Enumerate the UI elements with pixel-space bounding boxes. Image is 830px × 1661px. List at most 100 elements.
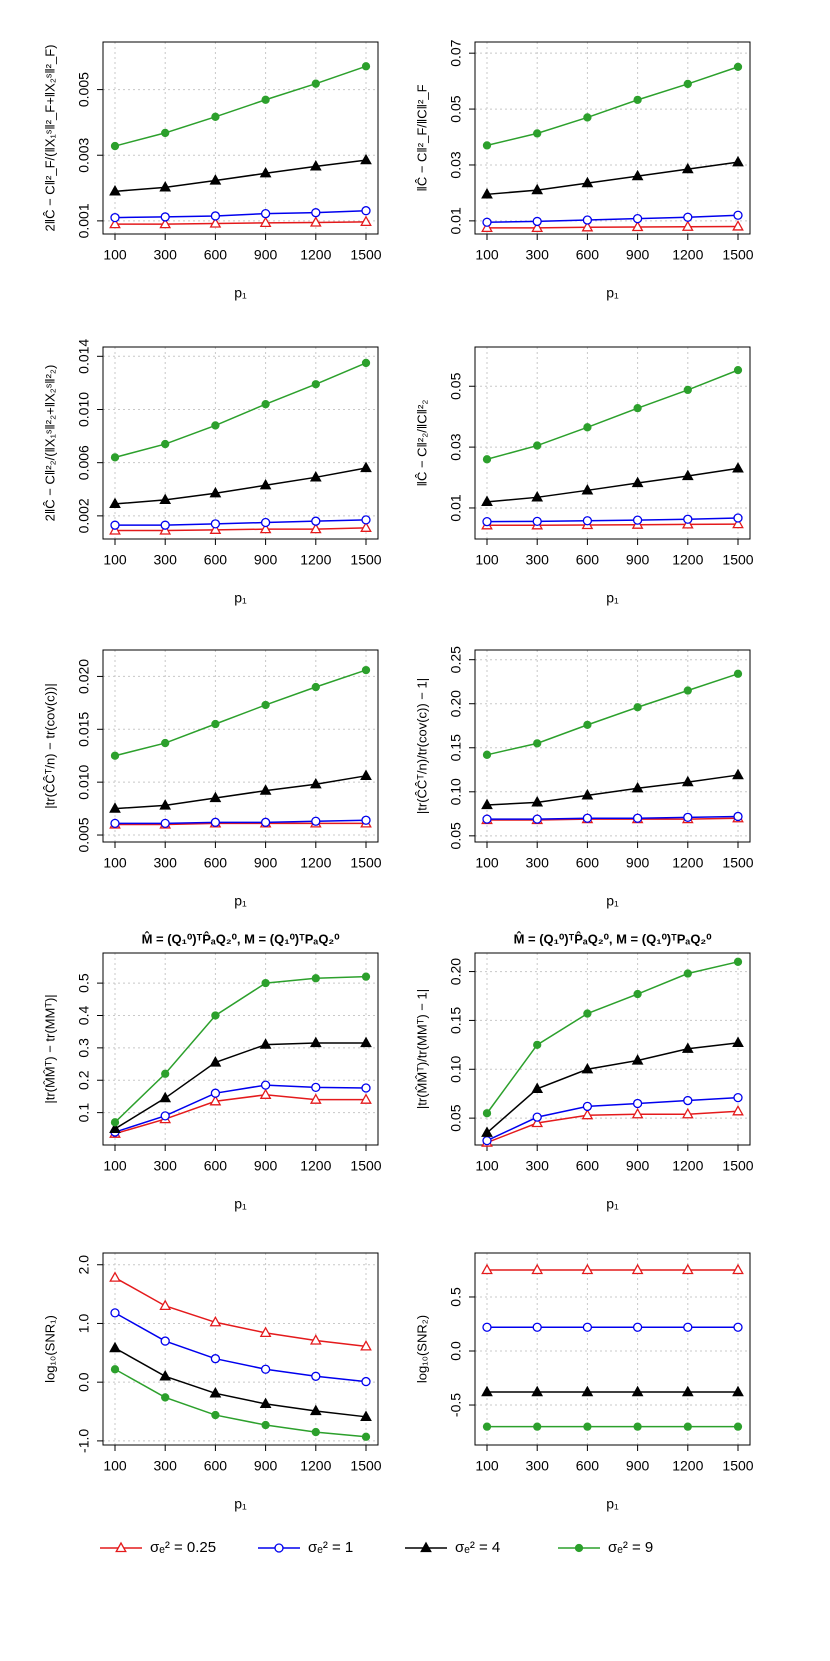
y-tick-label: 0.4 [76,1006,92,1026]
marker [531,183,544,195]
y-tick-label: 0.5 [76,973,92,993]
x-tick-label: 300 [526,552,550,568]
marker [160,212,170,222]
marker [683,385,692,395]
marker [261,700,270,710]
y-axis-label: log₁₀(SNR₁) [42,1315,57,1383]
series-line [486,369,739,461]
marker [360,153,372,165]
x-tick-label: 1500 [350,855,381,871]
marker [733,365,743,375]
marker [161,439,170,449]
marker [209,486,222,498]
x-tick-label: 600 [576,855,600,871]
series-line [114,975,367,1123]
marker [631,1263,644,1275]
x-tick-label: 900 [626,552,650,568]
marker [732,220,744,231]
y-tick-label: 0.15 [448,1007,464,1034]
marker [481,1263,493,1275]
marker [532,814,542,824]
marker [733,1322,743,1332]
marker [633,404,642,413]
marker [361,815,371,825]
y-tick-label: 0.014 [76,339,92,374]
marker [311,516,321,526]
x-tick-label: 600 [576,1158,600,1174]
x-tick-label: 1500 [722,552,753,568]
x-tick-label: 600 [204,247,228,263]
marker [482,814,492,824]
marker [160,520,170,530]
marker [582,215,593,225]
marker [533,739,542,748]
y-tick-label: 0.003 [76,138,92,173]
x-tick-label: 900 [254,247,278,263]
marker [211,1011,220,1020]
series-line [114,362,367,459]
marker [110,1118,120,1127]
x-tick-label: 1200 [300,855,331,871]
plot-frame [102,649,379,843]
marker [583,113,592,122]
marker [631,169,644,181]
marker [110,141,120,151]
marker [361,665,371,675]
marker [159,181,172,192]
marker [311,79,320,88]
marker [210,817,221,827]
marker [210,1354,221,1364]
marker [533,1040,542,1049]
marker [531,1116,544,1128]
marker [209,1386,222,1398]
marker [311,816,321,826]
marker [259,1088,272,1099]
marker [733,1092,743,1103]
marker [681,469,694,481]
y-tick-label: 0.001 [76,203,92,238]
marker [309,160,322,171]
x-tick-label: 300 [154,1458,178,1474]
x-tick-label: 100 [103,1458,127,1474]
marker [683,812,693,822]
series-line [487,815,739,820]
marker [109,802,121,813]
y-axis-label: 2‖Ĉ − C‖²₂/(‖X₁ˢ‖²₂+‖X₂ˢ‖²₂) [42,365,57,522]
marker [361,62,371,71]
marker [631,220,644,232]
x-axis-label: p₁ [606,893,619,909]
marker [309,1093,322,1104]
marker [633,1422,642,1431]
marker [531,1082,544,1093]
marker [159,1299,172,1310]
marker [309,777,322,789]
marker [681,162,694,174]
x-tick-label: 300 [154,855,178,871]
marker [632,515,643,525]
marker [531,1263,544,1275]
marker [210,211,221,221]
chart-title: M̂ = (Q₁⁰)ᵀP̂ₐQ₂⁰, M = (Q₁⁰)ᵀPₐQ₂⁰ [142,931,341,946]
x-tick-label: 900 [626,247,650,263]
series-line [114,1347,367,1418]
marker [531,221,544,233]
y-tick-label: 0.3 [76,1038,92,1058]
x-tick-label: 900 [626,1458,650,1474]
marker [110,520,120,530]
marker [681,1263,694,1275]
marker [209,523,222,534]
x-tick-label: 1200 [300,1158,331,1174]
marker [311,1082,321,1093]
marker [261,400,270,409]
marker [311,682,320,692]
y-tick-label: 0.01 [448,494,464,521]
marker [309,216,322,227]
marker [259,1397,272,1409]
marker [259,216,272,227]
marker [681,1107,694,1119]
marker [581,1385,594,1397]
marker [259,522,272,534]
marker [109,1271,121,1282]
x-tick-label: 100 [103,1158,127,1174]
marker [210,519,221,529]
